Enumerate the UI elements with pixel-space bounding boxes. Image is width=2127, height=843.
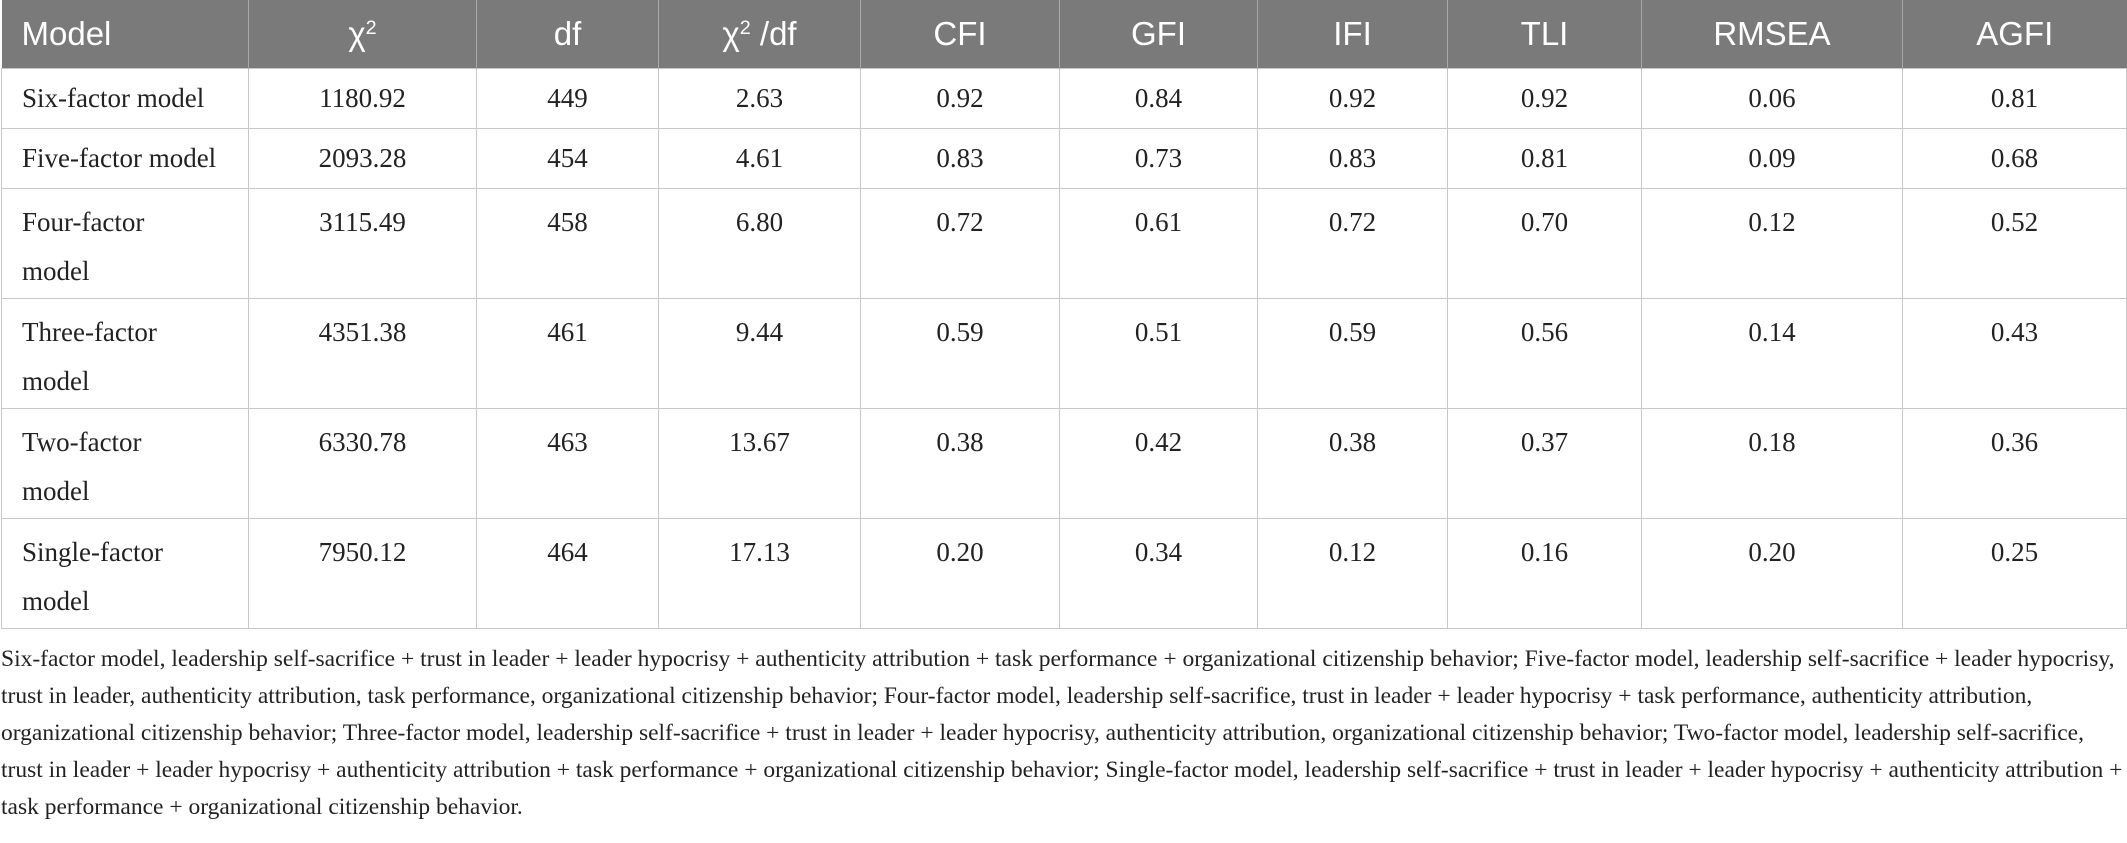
table-row: Six-factor model 1180.92 449 2.63 0.92 0…: [1, 68, 2127, 129]
header-ifi: IFI: [1257, 0, 1448, 69]
cell-chi2: 4351.38: [248, 298, 477, 409]
cell-tli: 0.70: [1447, 188, 1642, 299]
cell-model: Three-factor model: [1, 298, 249, 409]
header-row: Model χ2 df χ2 /df CFI GFI IFI TLI RMSEA…: [1, 0, 2127, 69]
cell-df: 463: [476, 408, 659, 519]
cell-cfi: 0.59: [860, 298, 1060, 409]
cell-rmsea: 0.09: [1641, 128, 1903, 189]
cell-gfi: 0.84: [1059, 68, 1258, 129]
header-rmsea: RMSEA: [1641, 0, 1903, 69]
cell-rmsea: 0.12: [1641, 188, 1903, 299]
cell-tli: 0.92: [1447, 68, 1642, 129]
cell-model: Four-factor model: [1, 188, 249, 299]
cell-df: 458: [476, 188, 659, 299]
cell-agfi: 0.68: [1902, 128, 2127, 189]
cell-df: 461: [476, 298, 659, 409]
cell-agfi: 0.52: [1902, 188, 2127, 299]
cell-rmsea: 0.06: [1641, 68, 1903, 129]
header-chi-square-over-df: χ2 /df: [658, 0, 861, 69]
table-footnote: Six-factor model, leadership self-sacrif…: [1, 646, 2123, 820]
cell-gfi: 0.61: [1059, 188, 1258, 299]
header-cfi: CFI: [860, 0, 1060, 69]
cell-model: Six-factor model: [1, 68, 249, 129]
cell-chi2: 2093.28: [248, 128, 477, 189]
cell-agfi: 0.43: [1902, 298, 2127, 409]
cell-chi2df: 9.44: [658, 298, 861, 409]
header-model: Model: [1, 0, 249, 69]
cell-chi2df: 13.67: [658, 408, 861, 519]
cell-chi2: 1180.92: [248, 68, 477, 129]
cell-df: 449: [476, 68, 659, 129]
cell-tli: 0.81: [1447, 128, 1642, 189]
cell-rmsea: 0.18: [1641, 408, 1903, 519]
cell-chi2df: 2.63: [658, 68, 861, 129]
cell-agfi: 0.36: [1902, 408, 2127, 519]
cell-ifi: 0.83: [1257, 128, 1448, 189]
table-row: Three-factor model 4351.38 461 9.44 0.59…: [1, 298, 2127, 409]
header-agfi: AGFI: [1902, 0, 2127, 69]
cell-agfi: 0.81: [1902, 68, 2127, 129]
header-tli: TLI: [1447, 0, 1642, 69]
cell-cfi: 0.92: [860, 68, 1060, 129]
cell-chi2df: 17.13: [658, 518, 861, 629]
cell-chi2df: 6.80: [658, 188, 861, 299]
table-row: Five-factor model 2093.28 454 4.61 0.83 …: [1, 128, 2127, 189]
table-row: Single-factor model 7950.12 464 17.13 0.…: [1, 518, 2127, 629]
cell-gfi: 0.73: [1059, 128, 1258, 189]
cell-chi2: 7950.12: [248, 518, 477, 629]
cell-rmsea: 0.14: [1641, 298, 1903, 409]
cell-df: 464: [476, 518, 659, 629]
cell-gfi: 0.51: [1059, 298, 1258, 409]
cell-ifi: 0.72: [1257, 188, 1448, 299]
cell-ifi: 0.59: [1257, 298, 1448, 409]
cell-chi2: 6330.78: [248, 408, 477, 519]
cell-tli: 0.37: [1447, 408, 1642, 519]
cell-ifi: 0.38: [1257, 408, 1448, 519]
cell-cfi: 0.83: [860, 128, 1060, 189]
table-row: Two-factor model 6330.78 463 13.67 0.38 …: [1, 408, 2127, 519]
cell-tli: 0.16: [1447, 518, 1642, 629]
cell-rmsea: 0.20: [1641, 518, 1903, 629]
cell-chi2: 3115.49: [248, 188, 477, 299]
cell-model: Single-factor model: [1, 518, 249, 629]
cell-ifi: 0.12: [1257, 518, 1448, 629]
fit-indices-table-container: Model χ2 df χ2 /df CFI GFI IFI TLI RMSEA…: [1, 0, 2127, 820]
fit-indices-table: Model χ2 df χ2 /df CFI GFI IFI TLI RMSEA…: [1, 0, 2127, 629]
cell-cfi: 0.20: [860, 518, 1060, 629]
header-gfi: GFI: [1059, 0, 1258, 69]
header-df: df: [476, 0, 659, 69]
cell-cfi: 0.38: [860, 408, 1060, 519]
cell-tli: 0.56: [1447, 298, 1642, 409]
cell-model: Five-factor model: [1, 128, 249, 189]
table-row: Four-factor model 3115.49 458 6.80 0.72 …: [1, 188, 2127, 299]
cell-cfi: 0.72: [860, 188, 1060, 299]
cell-ifi: 0.92: [1257, 68, 1448, 129]
cell-df: 454: [476, 128, 659, 189]
header-chi-square: χ2: [248, 0, 477, 69]
cell-agfi: 0.25: [1902, 518, 2127, 629]
cell-model: Two-factor model: [1, 408, 249, 519]
cell-gfi: 0.34: [1059, 518, 1258, 629]
cell-gfi: 0.42: [1059, 408, 1258, 519]
cell-chi2df: 4.61: [658, 128, 861, 189]
